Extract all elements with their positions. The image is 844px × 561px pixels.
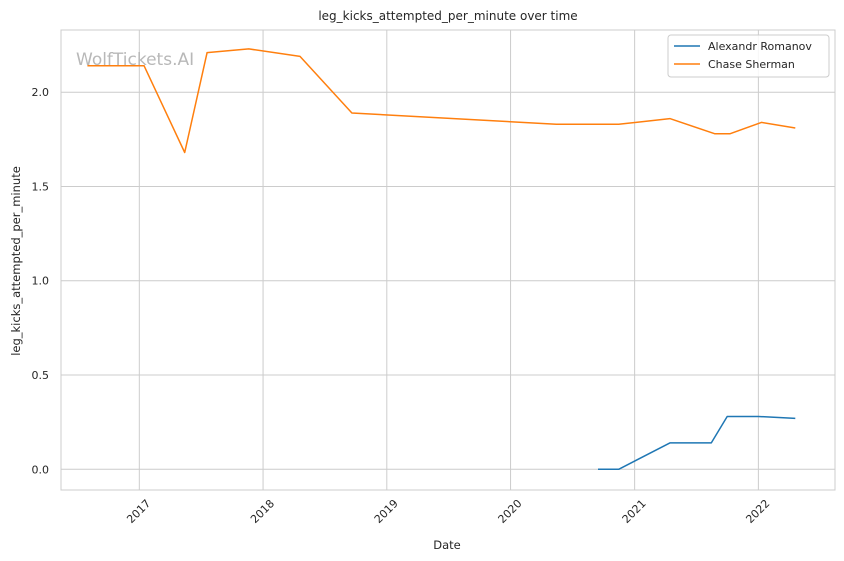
legend-entry-label: Chase Sherman	[708, 58, 795, 71]
y-tick-label: 1.5	[32, 180, 50, 193]
y-tick-label: 0.5	[32, 369, 50, 382]
series-line-0	[598, 415, 796, 471]
watermark-text: WolfTickets.AI	[76, 50, 194, 70]
legend-box	[667, 34, 830, 78]
plot-frame	[60, 29, 836, 491]
plot-area	[61, 30, 835, 490]
y-tick-label: 1.0	[32, 275, 50, 288]
y-tick-label: 2.0	[32, 86, 50, 99]
grid-lines	[61, 30, 835, 490]
x-axis-label: Date	[433, 538, 461, 552]
y-axis-ticks: 0.0 0.5 1.0 1.5 2.0	[32, 86, 50, 476]
chart-title: leg_kicks_attempted_per_minute over time	[318, 9, 577, 23]
legend: Alexandr Romanov Chase Sherman	[667, 34, 830, 78]
series-line-1	[87, 48, 796, 154]
y-tick-label: 0.0	[32, 463, 50, 476]
legend-entry-label: Alexandr Romanov	[708, 40, 812, 53]
series-lines	[87, 48, 796, 471]
y-axis-label: leg_kicks_attempted_per_minute	[9, 166, 23, 356]
